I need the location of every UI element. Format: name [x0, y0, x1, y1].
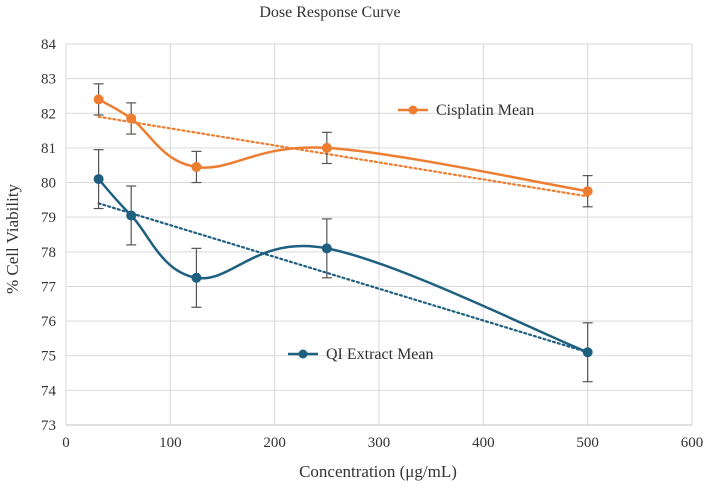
- qi-extract-mean-line: [97, 178, 589, 354]
- x-tick-label: 500: [576, 435, 599, 451]
- y-tick-label: 80: [41, 176, 56, 192]
- qi-extract-mean-legend-marker: [298, 349, 308, 359]
- y-tick-label: 83: [41, 72, 56, 88]
- trendline-layer: [97, 115, 589, 354]
- y-tick-label: 73: [41, 418, 56, 434]
- y-tick-label: 79: [41, 210, 56, 226]
- chart-title: Dose Response Curve: [259, 4, 400, 21]
- cisplatin-mean-marker: [582, 186, 593, 197]
- legend-layer: Cisplatin Mean QI Extract Mean: [288, 102, 534, 363]
- x-axis-title: Concentration (μg/mL): [299, 462, 457, 481]
- qi-extract-mean-marker: [126, 210, 137, 221]
- cisplatin-mean-legend-marker: [408, 105, 418, 115]
- y-tick-label: 78: [41, 245, 56, 261]
- qi-extract-mean-marker: [191, 272, 202, 283]
- y-tick-label: 74: [41, 383, 57, 399]
- y-tick-label: 76: [41, 314, 57, 330]
- qi-extract-mean-marker: [93, 174, 104, 185]
- x-tick-label: 400: [472, 435, 495, 451]
- cisplatin-mean-marker: [126, 113, 137, 124]
- cisplatin-mean-marker: [191, 161, 202, 172]
- x-tick-label: 600: [681, 435, 704, 451]
- qi-extract-mean-marker: [582, 347, 593, 358]
- x-tick-label: 200: [263, 435, 286, 451]
- y-tick-label: 77: [41, 279, 57, 295]
- cisplatin-mean-marker: [321, 142, 332, 153]
- qi-extract-mean-legend-label: QI Extract Mean: [326, 346, 434, 363]
- y-tick-label: 75: [41, 349, 56, 365]
- series-layer: [93, 94, 593, 358]
- x-tick-label: 100: [159, 435, 182, 451]
- x-tick-label: 0: [62, 435, 70, 451]
- y-axis-title: % Cell Viability: [3, 183, 22, 294]
- grid-layer: [65, 43, 693, 426]
- x-tick-label: 300: [368, 435, 391, 451]
- qi-extract-mean-marker: [321, 243, 332, 254]
- cisplatin-mean-marker: [93, 94, 104, 105]
- y-tick-label: 82: [41, 106, 56, 122]
- y-tick-label: 84: [41, 37, 57, 53]
- axis-layer: 0 100 200 300 400 500 600 73 74 75 76 77 78 79 80 81 82 8…: [41, 37, 703, 451]
- cisplatin-mean-legend-label: Cisplatin Mean: [436, 102, 534, 119]
- cisplatin-mean-trendline: [97, 115, 589, 198]
- qi-extract-mean-trendline: [97, 202, 589, 354]
- y-tick-label: 81: [41, 141, 56, 157]
